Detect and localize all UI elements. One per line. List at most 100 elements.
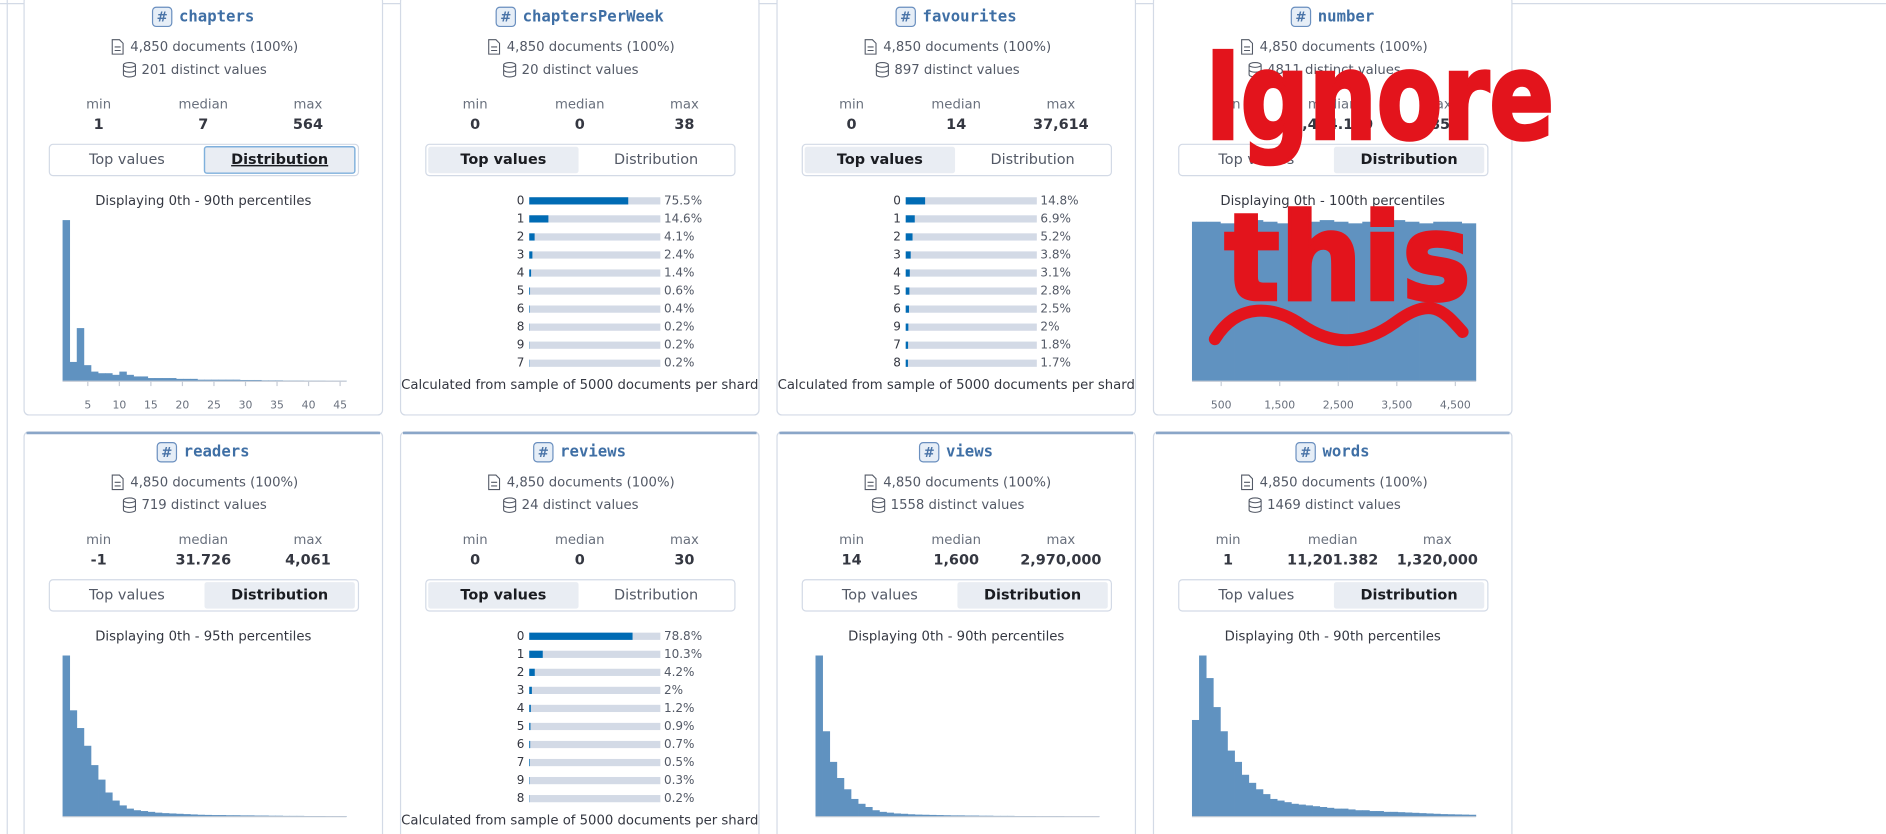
top-value-label: 6 xyxy=(893,302,901,316)
tab-button[interactable]: Top values xyxy=(460,587,546,603)
tab-button[interactable]: Distribution xyxy=(1361,587,1458,603)
top-value-percent: 0.2% xyxy=(664,320,695,334)
field-name: chapters xyxy=(179,6,254,25)
card-frame xyxy=(776,0,1137,416)
top-value-label: 5 xyxy=(517,284,525,298)
histogram-bar xyxy=(1291,221,1306,382)
tab-button[interactable]: Distribution xyxy=(231,152,328,168)
histogram-bar xyxy=(211,379,220,382)
top-value-percent: 78.8% xyxy=(664,629,702,643)
doc-icon xyxy=(1241,474,1254,491)
top-value-bar xyxy=(905,251,911,259)
top-value-label: 5 xyxy=(893,284,901,298)
percentile-note: Displaying 0th - 90th percentiles xyxy=(848,629,1064,644)
top-value-label: 6 xyxy=(517,302,525,316)
top-value-percent: 2.4% xyxy=(664,247,695,261)
histogram-bar xyxy=(879,811,887,817)
type-icon-glyph: # xyxy=(538,446,549,461)
tab-button[interactable]: Distribution xyxy=(1361,152,1458,168)
histogram-bar xyxy=(1411,812,1420,817)
histogram-bar xyxy=(1383,811,1392,817)
distinct-count: 20 distinct values xyxy=(522,63,639,78)
histogram-bar xyxy=(1333,808,1342,817)
field-card: # words 4,850 documents (100%) 1469 distinc… xyxy=(1152,431,1513,834)
stat-label: min xyxy=(463,533,488,548)
histogram-bar xyxy=(1397,812,1406,817)
top-value-label: 7 xyxy=(893,338,901,352)
histogram-bar xyxy=(161,813,170,817)
histogram-bar xyxy=(1241,774,1250,817)
tab-active-bg xyxy=(428,582,579,609)
histogram-bar xyxy=(1262,221,1278,382)
x-tick-label: 5 xyxy=(84,398,91,411)
top-value-label: 7 xyxy=(517,755,525,769)
distinct-count: 201 distinct values xyxy=(141,63,266,78)
top-value-bar xyxy=(529,251,533,259)
tab-button[interactable]: Top values xyxy=(837,152,923,168)
top-value-bar xyxy=(529,269,532,277)
top-value-track xyxy=(529,359,661,367)
histogram-bar xyxy=(929,814,937,817)
stat-label: min xyxy=(463,98,488,113)
tab-button[interactable]: Top values xyxy=(841,587,918,603)
stat-value: 4,850 xyxy=(1415,117,1461,133)
histogram-bar xyxy=(1312,806,1321,817)
distinct-count: 1469 distinct values xyxy=(1267,498,1401,513)
tab-button[interactable]: Distribution xyxy=(231,587,328,603)
top-value-percent: 2% xyxy=(1040,320,1059,334)
histogram-bar xyxy=(1348,809,1356,817)
stat-value: 0 xyxy=(470,552,480,568)
doc-icon xyxy=(864,39,877,55)
tab-button[interactable]: Top values xyxy=(88,152,165,168)
stat-label: min xyxy=(839,98,864,113)
tab-button[interactable]: Distribution xyxy=(614,587,698,603)
field-name: words xyxy=(1322,442,1369,461)
stat-label: max xyxy=(1423,533,1452,548)
distinct-count: 1558 distinct values xyxy=(891,498,1025,513)
histogram-bar xyxy=(843,789,852,817)
db-icon xyxy=(503,497,517,513)
top-value-label: 3 xyxy=(517,683,525,697)
top-value-bar xyxy=(529,197,629,205)
tab-button[interactable]: Top values xyxy=(88,587,165,603)
top-value-track xyxy=(529,215,661,223)
top-value-bar xyxy=(529,668,535,676)
tab-button[interactable]: Distribution xyxy=(991,152,1075,168)
type-icon-glyph: # xyxy=(161,446,172,461)
top-value-label: 4 xyxy=(517,701,525,715)
tab-button[interactable]: Distribution xyxy=(614,152,698,168)
tab-button[interactable]: Top values xyxy=(1217,152,1294,168)
histogram-bar xyxy=(1369,811,1377,817)
histogram-bar xyxy=(119,371,127,382)
stat-value: 37,614 xyxy=(1033,117,1089,133)
stat-label: max xyxy=(1046,98,1075,113)
x-tick-label: 500 xyxy=(1211,398,1232,411)
histogram-bar xyxy=(161,378,170,382)
tab-button[interactable]: Top values xyxy=(1217,587,1294,603)
top-value-label: 9 xyxy=(517,338,525,352)
tab-button[interactable]: Distribution xyxy=(984,587,1081,603)
top-value-bar xyxy=(905,197,926,205)
histogram-bar xyxy=(69,710,78,817)
tab-button[interactable]: Top values xyxy=(460,152,546,168)
doc-icon xyxy=(488,39,501,55)
top-value-label: 0 xyxy=(517,629,525,643)
histogram-bar xyxy=(1376,221,1392,382)
histogram-bar xyxy=(247,815,255,817)
top-value-track xyxy=(529,305,661,313)
histogram-bar xyxy=(1390,811,1399,817)
cards: # chapters 4,850 documents (100%) 201 disti… xyxy=(23,0,1513,834)
distinct-count: 897 distinct values xyxy=(894,63,1019,78)
stat-value: 30 xyxy=(674,552,694,568)
histogram-bar xyxy=(1291,803,1299,817)
top-value-label: 2 xyxy=(893,229,901,243)
top-value-track xyxy=(529,740,661,749)
document-count: 4,850 documents (100%) xyxy=(507,40,675,55)
annotation-squiggle xyxy=(1208,302,1469,347)
top-value-percent: 2.5% xyxy=(1040,302,1071,316)
top-value-bar xyxy=(529,233,535,241)
distinct-count: 4811 distinct values xyxy=(1267,63,1401,78)
document-count: 4,850 documents (100%) xyxy=(1260,475,1428,490)
top-value-bar xyxy=(529,740,531,749)
